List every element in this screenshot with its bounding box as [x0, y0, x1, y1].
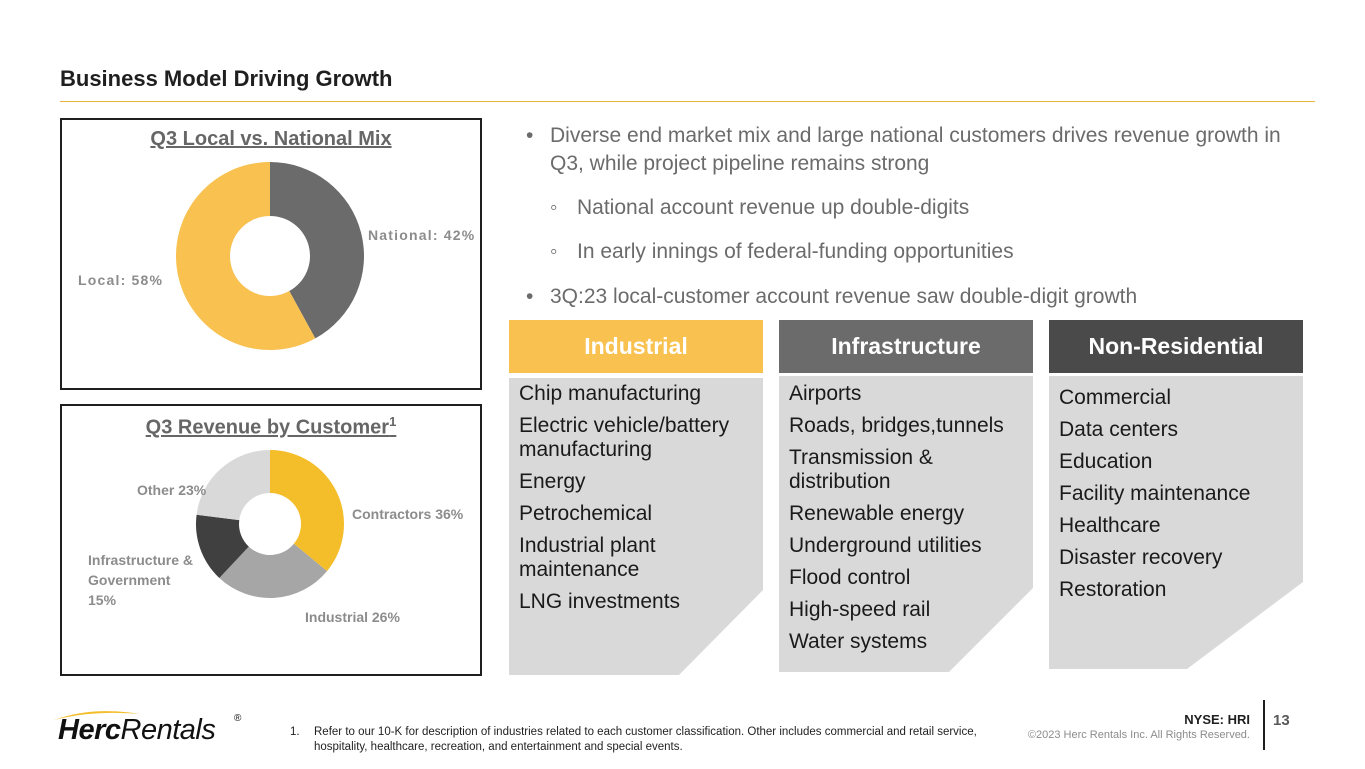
list-item: Energy: [519, 470, 586, 493]
list-item: Healthcare: [1059, 514, 1161, 537]
list-item: Renewable energy: [789, 502, 965, 525]
footnote-number: 1.: [290, 726, 300, 738]
local-national-slice-local: [176, 162, 316, 350]
chart-title-local-national: Q3 Local vs. National Mix: [150, 128, 392, 150]
label-contractors: Contractors 36%: [352, 506, 464, 522]
label-infrastructure-government: Infrastructure & Government 15%: [88, 552, 194, 608]
logo-wordmark: HercRentals: [58, 714, 216, 747]
footer-divider: [1263, 700, 1265, 750]
revenue-by-customer-donut-chart: [196, 450, 344, 598]
revenue-by-customer-chart-panel: Q3 Revenue by Customer1 Contractors 36% …: [60, 404, 482, 676]
logo-rentals: Rentals: [120, 714, 216, 746]
copyright: ©2023 Herc Rentals Inc. All Rights Reser…: [1027, 729, 1250, 741]
local-national-chart-panel: Q3 Local vs. National Mix National: 42% …: [60, 118, 482, 390]
list-item: Education: [1059, 450, 1153, 473]
column-panel-industrial: [509, 378, 763, 675]
local-national-donut-chart: [176, 162, 364, 350]
label-industrial: Industrial 26%: [305, 609, 400, 625]
stock-ticker: NYSE: HRI: [1184, 712, 1250, 727]
logo-herc: Herc: [58, 714, 121, 746]
list-item: Chip manufacturing: [519, 382, 702, 405]
list-item: Facility maintenance: [1059, 482, 1251, 505]
label-national: National: 42%: [368, 227, 476, 243]
logo-registered-mark: ®: [234, 713, 242, 724]
bullet-diverse-end-market: Diverse end market mix and large nationa…: [526, 122, 1286, 178]
list-item: Underground utilities: [789, 534, 982, 557]
chart-title-revenue-by-customer: Q3 Revenue by Customer1: [62, 414, 480, 440]
slide-title: Business Model Driving Growth: [60, 66, 393, 91]
revenue-customer-slice-infrastructure-government: [196, 514, 249, 578]
list-item: Industrial plant maintenance: [519, 534, 656, 581]
local-national-slice-national: [270, 162, 364, 339]
list-item: Restoration: [1059, 578, 1167, 601]
list-item: Flood control: [789, 566, 911, 589]
revenue-customer-slice-contractors: [270, 450, 344, 572]
label-other: Other 23%: [137, 482, 207, 498]
column-panel-infrastructure: [779, 376, 1033, 672]
page-number: 13: [1273, 712, 1290, 729]
label-local: Local: 58%: [78, 272, 164, 288]
list-item: Data centers: [1059, 418, 1179, 441]
list-item: Commercial: [1059, 386, 1172, 409]
column-header-infrastructure: Infrastructure: [779, 320, 1033, 373]
sub-bullet-national-account: National account revenue up double-digit…: [550, 194, 969, 222]
list-item: Airports: [789, 382, 862, 405]
infrastructure-list: Airports Roads, bridges,tunnels Transmis…: [789, 382, 1034, 662]
title-divider: [60, 101, 1315, 102]
footnote-text: Refer to our 10-K for description of ind…: [314, 726, 977, 753]
bullet-local-customer: 3Q:23 local-customer account revenue saw…: [526, 283, 1286, 311]
list-item: Electric vehicle/battery manufacturing: [519, 414, 730, 461]
revenue-customer-slice-other: [196, 450, 270, 521]
footnote-marker: 1: [389, 414, 397, 429]
list-item: Roads, bridges,tunnels: [789, 414, 1004, 437]
list-item: High-speed rail: [789, 598, 931, 621]
list-item: Disaster recovery: [1059, 546, 1223, 569]
industrial-list: Chip manufacturing Electric vehicle/batt…: [519, 382, 759, 622]
herc-rentals-logo: HercRentals ®: [46, 708, 256, 748]
list-item: Petrochemical: [519, 502, 653, 525]
column-panel-non-residential: [1049, 376, 1303, 669]
column-header-industrial: Industrial: [509, 320, 763, 373]
logo-swoosh-icon: [54, 711, 140, 720]
non-residential-list: Commercial Data centers Education Facili…: [1059, 386, 1304, 610]
sub-bullet-federal-funding: In early innings of federal-funding oppo…: [550, 238, 1014, 266]
list-item: Transmission & distribution: [789, 446, 933, 493]
list-item: Water systems: [789, 630, 928, 653]
list-item: LNG investments: [519, 590, 681, 613]
column-header-non-residential: Non-Residential: [1049, 320, 1303, 373]
revenue-customer-slice-industrial: [219, 543, 328, 598]
chart-title-text: Q3 Revenue by Customer: [145, 416, 390, 439]
